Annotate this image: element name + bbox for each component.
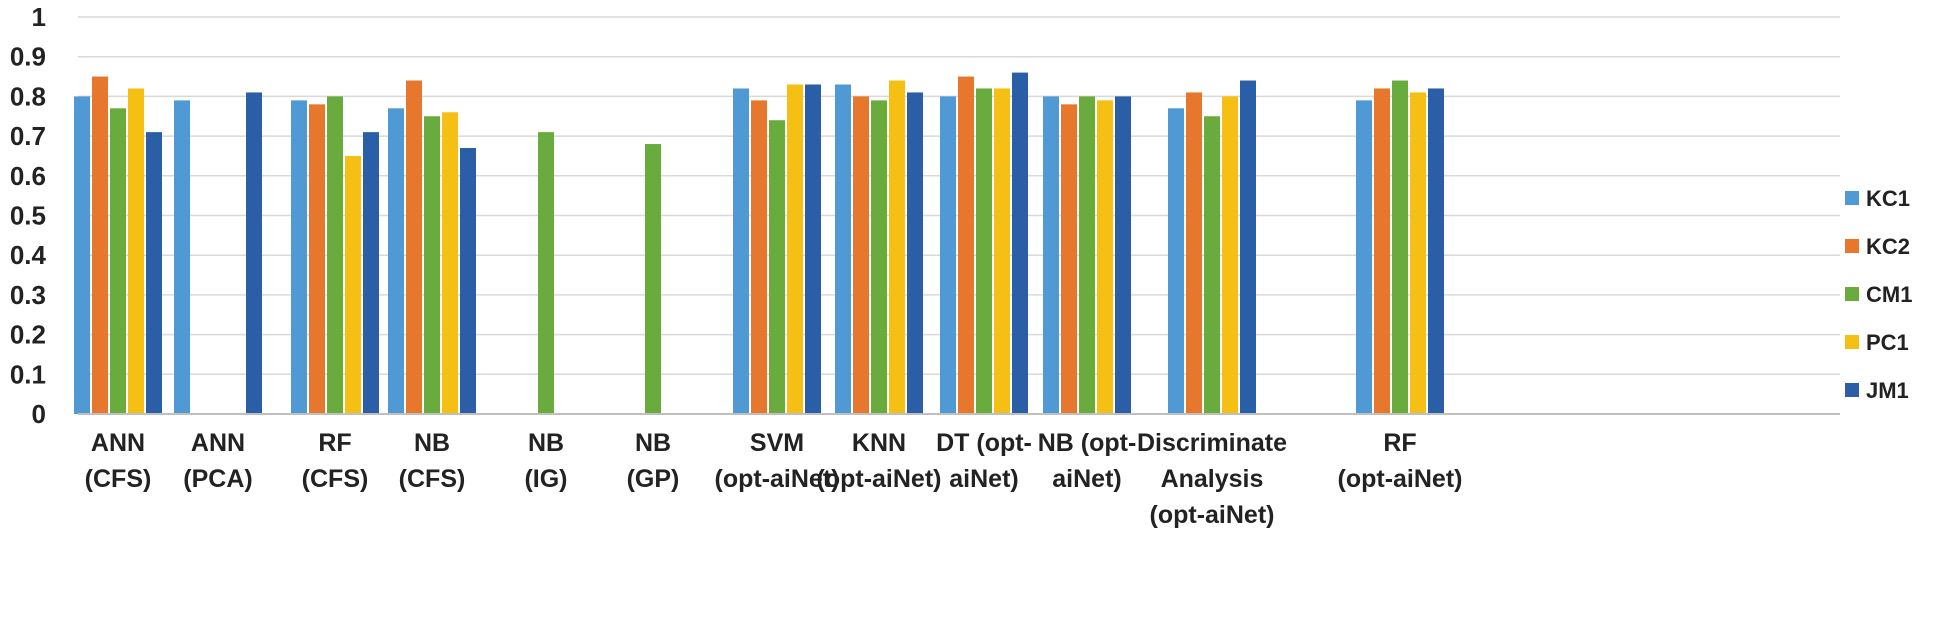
bar-kc2 bbox=[406, 80, 422, 415]
y-tick-label: 0.1 bbox=[10, 359, 46, 389]
legend-swatch bbox=[1845, 191, 1859, 205]
bar-pc1 bbox=[128, 88, 144, 415]
bar-kc1 bbox=[1356, 100, 1372, 415]
bar-pc1 bbox=[442, 112, 458, 414]
bar-kc2 bbox=[1186, 92, 1202, 415]
x-tick-label: ANN (PCA) bbox=[183, 429, 252, 493]
bar-cm1 bbox=[871, 100, 887, 415]
y-tick-label: 0.9 bbox=[10, 42, 46, 72]
x-tick-label: SVM (opt-aiNet) bbox=[715, 429, 840, 493]
legend-swatch bbox=[1845, 239, 1859, 253]
bar-pc1 bbox=[889, 80, 905, 415]
x-tick-label: KNN (opt-aiNet) bbox=[817, 429, 942, 493]
y-tick-label: 0.6 bbox=[10, 161, 46, 191]
bar-kc2 bbox=[92, 76, 108, 415]
y-tick-label: 1 bbox=[32, 2, 46, 32]
x-tick-label: NB (opt-aiNet) bbox=[1038, 429, 1137, 493]
bar-pc1 bbox=[994, 88, 1010, 415]
bar-jm1 bbox=[146, 132, 162, 414]
legend-label: PC1 bbox=[1866, 330, 1909, 355]
y-tick-label: 0.7 bbox=[10, 121, 46, 151]
bar-kc1 bbox=[388, 108, 404, 414]
y-axis-ticks: 0 0.1 0.2 0.3 0.4 0.5 0.6 0.7 0.8 0.9 1 bbox=[10, 2, 47, 429]
bar-jm1 bbox=[1240, 80, 1256, 415]
x-tick-label: Discriminate Analysis (opt-aiNet) bbox=[1137, 429, 1287, 529]
x-tick-label: NB (IG) bbox=[524, 429, 567, 493]
x-tick-label: ANN (CFS) bbox=[85, 429, 152, 493]
y-tick-label: 0.5 bbox=[10, 201, 46, 231]
x-tick-label: DT (opt-aiNet) bbox=[936, 429, 1032, 493]
bar-kc1 bbox=[1168, 108, 1184, 414]
y-tick-label: 0.8 bbox=[10, 81, 46, 111]
legend: KC1 KC2 CM1 PC1 JM1 bbox=[1845, 186, 1912, 403]
bar-kc1 bbox=[940, 96, 956, 415]
bar-jm1 bbox=[907, 92, 923, 415]
bar-kc2 bbox=[751, 100, 767, 415]
bar-jm1 bbox=[1115, 96, 1131, 415]
bar-cm1 bbox=[424, 116, 440, 414]
bar-kc2 bbox=[1061, 104, 1077, 414]
bar-kc1 bbox=[733, 88, 749, 415]
bar-pc1 bbox=[787, 84, 803, 415]
legend-label: JM1 bbox=[1866, 378, 1909, 403]
x-tick-label: NB (GP) bbox=[627, 429, 680, 493]
legend-swatch bbox=[1845, 287, 1859, 301]
bar-jm1 bbox=[363, 132, 379, 414]
bar-cm1 bbox=[1204, 116, 1220, 414]
y-tick-label: 0.3 bbox=[10, 280, 46, 310]
bar-kc2 bbox=[309, 104, 325, 414]
x-axis-ticks: ANN (CFS) ANN (PCA) RF (CFS) NB (CFS) NB (IG) NB (G… bbox=[85, 429, 1463, 529]
bar-cm1 bbox=[976, 88, 992, 415]
bar-jm1 bbox=[805, 84, 821, 415]
bar-cm1 bbox=[1079, 96, 1095, 415]
x-tick-label: RF (CFS) bbox=[302, 429, 369, 493]
bar-kc2 bbox=[958, 76, 974, 415]
x-tick-label: NB (CFS) bbox=[399, 429, 466, 493]
bar-cm1 bbox=[327, 96, 343, 415]
y-tick-label: 0 bbox=[32, 399, 46, 429]
bar-jm1 bbox=[1012, 72, 1028, 414]
bar-cm1 bbox=[769, 120, 785, 414]
legend-label: KC1 bbox=[1866, 186, 1910, 211]
bar-jm1 bbox=[460, 148, 476, 414]
y-tick-label: 0.2 bbox=[10, 320, 46, 350]
bar-jm1 bbox=[246, 92, 262, 415]
bar-kc2 bbox=[853, 96, 869, 415]
bar-kc1 bbox=[291, 100, 307, 415]
bar-cm1 bbox=[110, 108, 126, 414]
y-tick-label: 0.4 bbox=[10, 240, 47, 270]
legend-label: KC2 bbox=[1866, 234, 1910, 259]
bar-pc1 bbox=[1222, 96, 1238, 415]
bar-cm1 bbox=[645, 144, 661, 415]
bar-kc1 bbox=[174, 100, 190, 415]
x-tick-label: RF (opt-aiNet) bbox=[1338, 429, 1463, 493]
bar-cm1 bbox=[538, 132, 554, 414]
bar-kc2 bbox=[1374, 88, 1390, 415]
bars bbox=[74, 72, 1444, 415]
bar-pc1 bbox=[345, 155, 361, 414]
bar-kc1 bbox=[835, 84, 851, 415]
bar-kc1 bbox=[74, 96, 90, 415]
bar-kc1 bbox=[1043, 96, 1059, 415]
legend-label: CM1 bbox=[1866, 282, 1912, 307]
legend-swatch bbox=[1845, 383, 1859, 397]
legend-swatch bbox=[1845, 335, 1859, 349]
bar-cm1 bbox=[1392, 80, 1408, 415]
bar-pc1 bbox=[1097, 100, 1113, 415]
bar-jm1 bbox=[1428, 88, 1444, 415]
bar-pc1 bbox=[1410, 92, 1426, 415]
